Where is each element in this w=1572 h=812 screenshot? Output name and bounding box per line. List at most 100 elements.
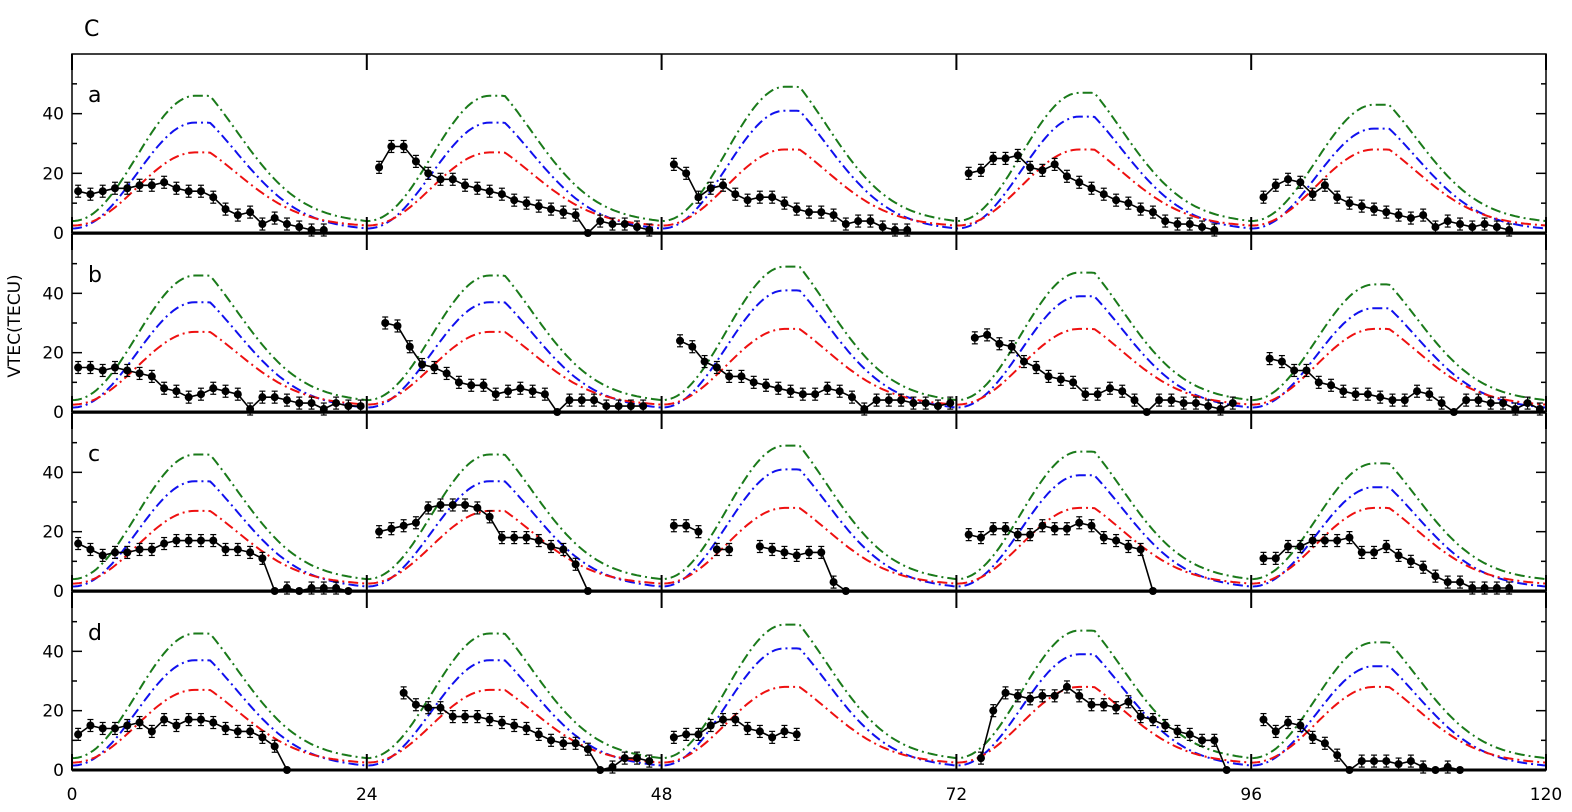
data-point	[590, 396, 599, 405]
data-point	[461, 712, 470, 721]
data-point	[731, 715, 740, 724]
data-point	[571, 211, 580, 220]
data-point	[233, 390, 242, 399]
data-point	[1492, 223, 1501, 232]
data-point	[1179, 399, 1188, 408]
data-point	[1388, 396, 1397, 405]
data-point	[270, 393, 279, 402]
data-point	[209, 536, 218, 545]
data-point	[1062, 524, 1071, 533]
y-tick-label: 40	[42, 642, 64, 662]
data-point	[1339, 387, 1348, 396]
data-point	[479, 381, 488, 390]
data-point	[1394, 551, 1403, 560]
data-point	[884, 396, 893, 405]
data-point	[964, 169, 973, 178]
data-point	[768, 545, 777, 554]
data-point	[694, 730, 703, 739]
data-point	[1431, 572, 1440, 581]
data-point	[221, 387, 230, 396]
data-point	[1198, 736, 1207, 745]
data-point	[467, 381, 476, 390]
data-point	[485, 512, 494, 521]
data-point	[602, 402, 611, 411]
data-point	[540, 390, 549, 399]
y-tick-label: 20	[42, 523, 64, 543]
data-point	[755, 193, 764, 202]
data-point	[706, 721, 715, 730]
data-point	[1198, 223, 1207, 232]
data-point	[976, 754, 985, 763]
data-point	[375, 163, 384, 172]
data-point	[473, 503, 482, 512]
data-point	[1523, 399, 1532, 408]
data-point	[1370, 205, 1379, 214]
data-point	[110, 724, 119, 733]
data-point	[184, 715, 193, 724]
data-point	[1148, 208, 1157, 217]
data-point	[583, 745, 592, 754]
data-point	[110, 363, 119, 372]
data-point	[559, 545, 568, 554]
data-point	[424, 703, 433, 712]
data-point	[110, 184, 119, 193]
panel-c: 0 20 40 c	[42, 412, 1547, 602]
data-point	[1462, 396, 1471, 405]
data-point	[534, 536, 543, 545]
data-point	[847, 393, 856, 402]
x-tick-label: 96	[1240, 785, 1262, 805]
data-point	[1185, 220, 1194, 229]
data-point	[1069, 378, 1078, 387]
data-point	[792, 730, 801, 739]
data-point	[786, 387, 795, 396]
data-point	[1284, 542, 1293, 551]
data-point	[246, 548, 255, 557]
data-point	[1265, 354, 1274, 363]
data-point	[473, 712, 482, 721]
data-point	[547, 736, 556, 745]
data-point	[221, 545, 230, 554]
data-point	[946, 399, 955, 408]
data-point	[461, 181, 470, 190]
data-point	[1271, 181, 1280, 190]
data-point	[123, 366, 132, 375]
data-point	[448, 500, 457, 509]
data-point	[1062, 682, 1071, 691]
data-point	[135, 369, 144, 378]
data-point	[1259, 715, 1268, 724]
y-tick-label: 0	[53, 761, 64, 781]
data-point	[1308, 733, 1317, 742]
data-point	[534, 730, 543, 739]
data-point	[1394, 211, 1403, 220]
data-point	[768, 733, 777, 742]
data-point	[522, 199, 531, 208]
y-tick-label: 40	[42, 105, 64, 125]
data-point	[1013, 530, 1022, 539]
data-point	[1486, 399, 1495, 408]
data-point	[356, 402, 365, 411]
data-point	[700, 357, 709, 366]
data-point	[1333, 536, 1342, 545]
data-point	[1406, 757, 1415, 766]
data-point	[270, 214, 279, 223]
data-point	[332, 399, 341, 408]
data-point	[737, 372, 746, 381]
data-point	[547, 205, 556, 214]
data-point	[270, 742, 279, 751]
data-point	[1161, 721, 1170, 730]
data-point	[743, 196, 752, 205]
data-point	[1001, 688, 1010, 697]
data-point	[221, 205, 230, 214]
data-point	[1357, 757, 1366, 766]
data-point	[1394, 760, 1403, 769]
data-point	[559, 739, 568, 748]
data-point	[1363, 390, 1372, 399]
data-point	[1185, 730, 1194, 739]
data-point	[448, 175, 457, 184]
data-point	[1443, 578, 1452, 587]
data-point	[436, 175, 445, 184]
data-point	[1087, 521, 1096, 530]
y-axis-label: VTEC(TECU)	[5, 274, 25, 377]
data-point	[123, 548, 132, 557]
